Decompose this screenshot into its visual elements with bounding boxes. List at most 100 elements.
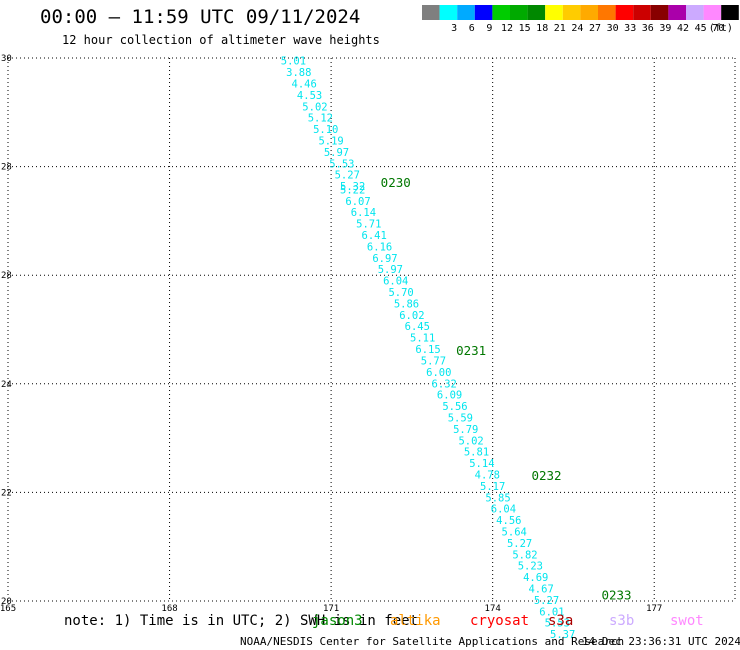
- footer: note: 1) Time is in UTC; 2) SWH is in fe…: [64, 613, 740, 648]
- legend-tick-label: 27: [589, 23, 601, 34]
- swh-value: 5.79: [453, 424, 478, 436]
- swh-value: 5.77: [421, 355, 446, 367]
- swh-value: 5.86: [394, 298, 419, 310]
- swh-value: 6.14: [351, 207, 376, 219]
- swh-value: 5.17: [480, 481, 505, 493]
- swh-value: 4.78: [475, 469, 500, 481]
- legend-tick-label: 15: [519, 23, 531, 34]
- swh-value: 4.53: [297, 90, 322, 102]
- satellite-label: s3b: [609, 613, 634, 629]
- legend-tick-label: 45: [695, 23, 707, 34]
- swh-value: 6.16: [367, 241, 392, 253]
- legend-swatch: [545, 5, 563, 20]
- legend-swatch: [580, 5, 598, 20]
- swh-value: 4.46: [292, 79, 317, 91]
- swh-value: 5.27: [335, 170, 360, 182]
- lon-tick-label: 165: [0, 604, 16, 614]
- lat-tick-label: 28: [1, 271, 12, 281]
- swh-value: 5.19: [318, 136, 343, 148]
- satellite-label: cryosat: [470, 613, 529, 629]
- swh-value: 5.56: [442, 401, 467, 413]
- swh-value: 5.27: [507, 538, 532, 550]
- swh-value: 5.97: [378, 264, 403, 276]
- pass-time-label: 0232: [531, 468, 561, 483]
- satellite-legend: jason3 altika cryosat s3a s3b swot: [312, 613, 704, 629]
- legend-swatch: [474, 5, 493, 20]
- legend-swatch: [492, 5, 510, 20]
- legend-swatch: [422, 5, 440, 20]
- footer-note: note: 1) Time is in UTC; 2) SWH is in fe…: [64, 613, 418, 629]
- satellite-label: jason3: [312, 613, 363, 629]
- legend-tick-label: 33: [624, 23, 636, 34]
- lat-tick-label: 20: [1, 597, 12, 607]
- swh-value: 3.88: [286, 67, 311, 79]
- swh-value: 4.69: [523, 572, 548, 584]
- lat-tick-label: 28: [1, 163, 12, 173]
- satellite-label: swot: [670, 613, 704, 629]
- lon-tick-label: 174: [485, 604, 501, 614]
- swh-value: 5.32: [340, 181, 365, 193]
- swh-value: 6.32: [432, 378, 457, 390]
- observation-track: 5.013.884.464.535.025.125.105.195.975.53…: [281, 56, 576, 641]
- swh-value: 6.01: [539, 606, 564, 618]
- axis-labels: 165 168 171 174 177 30 28 28 24 22 20: [0, 54, 662, 614]
- swh-value: 5.59: [448, 412, 473, 424]
- lat-tick-label: 30: [1, 54, 12, 64]
- legend-swatch: [686, 5, 704, 20]
- swh-value: 6.09: [437, 390, 462, 402]
- legend-tick-label: 24: [571, 23, 583, 34]
- swh-value: 5.70: [388, 287, 413, 299]
- swh-value: 4.67: [528, 584, 553, 596]
- swh-value: 6.97: [372, 253, 397, 265]
- satellite-label: s3a: [548, 613, 573, 629]
- swh-value: 5.53: [545, 618, 570, 630]
- swh-value: 5.01: [281, 56, 306, 68]
- page-subtitle: 12 hour collection of altimeter wave hei…: [62, 33, 380, 47]
- legend-swatch: [703, 5, 722, 20]
- legend-tick-label: 3: [451, 23, 457, 34]
- legend-tick-label: 39: [659, 23, 671, 34]
- swh-value: 5.02: [302, 101, 327, 113]
- legend-tick-label: 70: [712, 23, 724, 34]
- lon-tick-label: 168: [161, 604, 177, 614]
- swh-value: 4.56: [496, 515, 521, 527]
- swh-value: 6.02: [399, 310, 424, 322]
- legend-tick-label: 12: [501, 23, 513, 34]
- legend-tick-label: 9: [486, 23, 492, 34]
- swh-value: 5.14: [469, 458, 494, 470]
- legend-swatch: [439, 5, 458, 20]
- swh-value: 5.53: [329, 158, 354, 170]
- page-title: 00:00 – 11:59 UTC 09/11/2024: [40, 6, 361, 28]
- swh-value: 6.15: [415, 344, 440, 356]
- swh-value: 5.64: [502, 526, 527, 538]
- swh-value: 5.22: [340, 184, 365, 196]
- pass-time-label: 0231: [456, 343, 486, 358]
- color-legend: 3 6 9 12 15 18 21 24 27 30 33 36 39 42 45 70(ft): [422, 5, 739, 34]
- swh-value: 5.37: [550, 629, 575, 641]
- swh-value: 5.10: [313, 124, 338, 136]
- legend-swatch: [562, 5, 581, 20]
- swh-value: 5.27: [534, 595, 559, 607]
- lon-tick-label: 171: [323, 604, 339, 614]
- legend-swatch: [668, 5, 686, 20]
- legend-swatch: [650, 5, 669, 20]
- swh-value: 5.11: [410, 333, 435, 345]
- satellite-label: altika: [390, 613, 441, 629]
- footer-credit: NOAA/NESDIS Center for Satellite Applica…: [240, 635, 624, 648]
- swh-value: 6.41: [362, 230, 387, 242]
- legend-tick-label: 42: [677, 23, 689, 34]
- legend-swatch: [510, 5, 528, 20]
- lat-tick-label: 24: [1, 380, 12, 390]
- swh-value: 6.04: [383, 276, 408, 288]
- legend-tick-label: 21: [554, 23, 566, 34]
- legend-unit: (ft): [709, 23, 733, 34]
- legend-swatch: [721, 5, 739, 20]
- swh-value: 6.04: [491, 504, 516, 516]
- swh-value: 5.81: [464, 447, 489, 459]
- footer-timestamp: 14 Dec 23:36:31 UTC 2024: [582, 635, 740, 648]
- swh-value: 6.00: [426, 367, 451, 379]
- legend-tick-label: 36: [642, 23, 654, 34]
- legend-tick-label: 6: [469, 23, 475, 34]
- legend-swatch: [598, 5, 616, 20]
